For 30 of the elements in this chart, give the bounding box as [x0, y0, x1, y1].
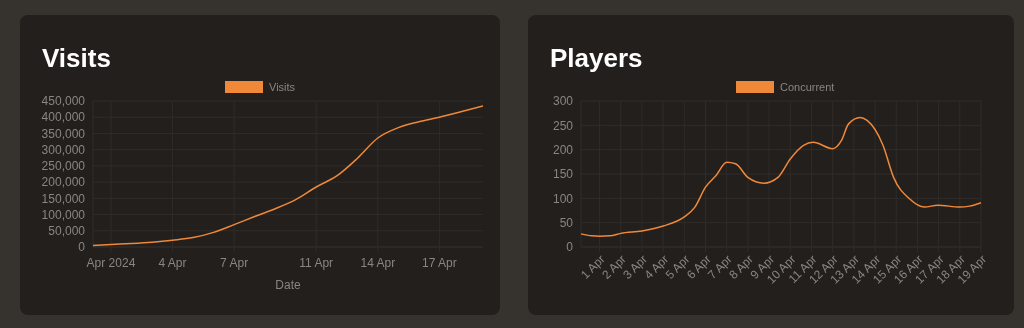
y-tick-label: 250 [552, 118, 574, 133]
y-tick-label: 200,000 [41, 175, 86, 190]
y-tick-label: 200 [552, 142, 574, 157]
y-tick-label: 0 [566, 240, 574, 255]
legend-label: Visits [269, 81, 296, 93]
legend-label: Concurrent [780, 81, 835, 93]
y-tick-label: 300 [552, 94, 574, 109]
y-tick-label: 0 [78, 240, 86, 255]
y-tick-label: 150 [552, 167, 574, 182]
y-tick-label: 100 [552, 191, 574, 206]
x-tick-label: 4 Apr [158, 256, 187, 270]
y-tick-label: 250,000 [41, 159, 86, 174]
x-axis-title: Date [275, 278, 301, 292]
y-tick-label: 150,000 [41, 191, 86, 206]
line-series [580, 116, 982, 238]
y-tick-label: 50,000 [48, 223, 86, 238]
chart-title: Players [550, 43, 643, 73]
line-series [92, 105, 484, 247]
chart-title: Visits [42, 43, 111, 73]
y-tick-label: 300,000 [41, 142, 86, 157]
y-tick-label: 450,000 [41, 94, 86, 109]
y-tick-label: 350,000 [41, 126, 86, 141]
x-tick-label: 7 Apr [220, 256, 249, 270]
y-tick-label: 50 [559, 215, 574, 230]
x-tick-label: 14 Apr [360, 256, 396, 270]
x-tick-label: 17 Apr [422, 256, 457, 270]
x-tick-label: 11 Apr [299, 256, 334, 270]
y-tick-label: 400,000 [41, 110, 86, 125]
x-tick-label: Apr 2024 [86, 256, 136, 270]
y-tick-label: 100,000 [41, 207, 86, 222]
